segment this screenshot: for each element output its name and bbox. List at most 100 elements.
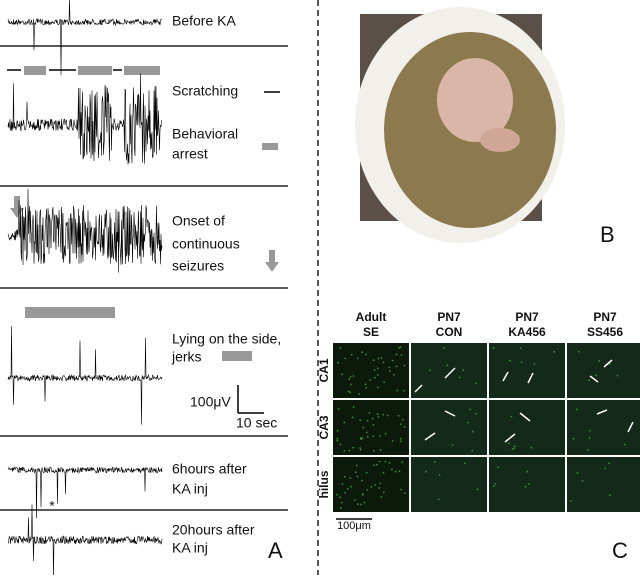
arrow xyxy=(527,372,534,384)
cell-dot xyxy=(366,419,369,422)
micrograph xyxy=(333,400,409,455)
cell-dot xyxy=(380,357,383,359)
trace-label: Lying on the side, xyxy=(172,331,281,347)
cell-dot xyxy=(471,430,474,433)
cell-dot xyxy=(398,470,401,472)
cell-dot xyxy=(373,376,376,379)
cell-dot xyxy=(377,416,380,418)
cell-dot xyxy=(382,491,385,494)
arrow xyxy=(424,432,436,441)
arrow xyxy=(444,367,456,379)
cell-dot xyxy=(376,386,379,389)
cell-dot xyxy=(382,471,385,474)
cell-dot xyxy=(368,411,371,414)
cell-dot xyxy=(347,390,350,393)
cell-dot xyxy=(424,470,427,473)
cell-dot xyxy=(393,373,395,376)
cell-dot xyxy=(372,435,375,438)
cell-dot xyxy=(343,421,346,424)
arrest-bar xyxy=(24,66,46,75)
column-header: PN7 xyxy=(593,310,617,324)
trace-label: KA inj xyxy=(172,540,208,556)
micrograph xyxy=(411,343,487,398)
cell-dot xyxy=(341,483,344,486)
photo xyxy=(355,7,565,243)
trace-label: 20hours after xyxy=(172,522,255,538)
cell-dot xyxy=(608,462,610,465)
cell-dot xyxy=(598,360,601,362)
cell-dot xyxy=(373,464,375,467)
legend-bar xyxy=(262,143,278,150)
trace-label: Before KA xyxy=(172,13,236,29)
cell-dot xyxy=(533,363,536,365)
cell-dot xyxy=(433,460,436,463)
cell-dot xyxy=(508,442,510,445)
cell-dot xyxy=(388,366,391,369)
cell-dot xyxy=(352,446,354,449)
cell-dot xyxy=(340,507,342,509)
cell-dot xyxy=(336,429,339,432)
cell-dot xyxy=(458,376,461,379)
cell-dot xyxy=(379,449,382,451)
marker: * xyxy=(49,498,55,514)
arrest-bar xyxy=(124,66,160,75)
eeg-trace xyxy=(7,504,163,578)
trace-label: jerks xyxy=(171,349,202,365)
cell-dot xyxy=(365,353,368,356)
cell-dot xyxy=(384,432,387,435)
cell-dot xyxy=(608,363,611,365)
cell-dot xyxy=(520,361,523,363)
cell-dot xyxy=(358,392,360,395)
arrow xyxy=(627,421,634,433)
cell-dot xyxy=(399,423,402,426)
cell-dot xyxy=(400,440,402,443)
arrow xyxy=(414,384,423,393)
cell-dot xyxy=(467,421,469,424)
cell-dot xyxy=(339,443,342,446)
row-label: hilus xyxy=(317,470,331,498)
cell-dot xyxy=(437,498,440,501)
cell-dot xyxy=(343,450,346,452)
cell-dot xyxy=(369,378,372,381)
cell-dot xyxy=(376,463,378,466)
arrest-bar xyxy=(78,66,112,75)
cell-dot xyxy=(359,437,362,439)
column-header: PN7 xyxy=(515,310,539,324)
cell-dot xyxy=(340,501,343,504)
cell-dot xyxy=(609,494,611,496)
cell-dot xyxy=(388,370,391,372)
legend-arrow xyxy=(265,250,279,272)
cell-dot xyxy=(576,472,579,475)
micrograph xyxy=(333,343,409,398)
column-header: KA456 xyxy=(508,325,546,339)
cell-dot xyxy=(513,447,516,450)
cell-dot xyxy=(524,485,527,488)
cell-dot xyxy=(350,485,353,488)
micrograph xyxy=(411,457,487,512)
cell-dot xyxy=(365,471,368,474)
cell-dot xyxy=(356,357,359,360)
cell-dot xyxy=(371,417,374,420)
cell-dot xyxy=(469,408,472,411)
cell-dot xyxy=(395,365,398,368)
cell-dot xyxy=(497,466,499,469)
animal xyxy=(437,58,513,142)
cell-dot xyxy=(336,439,339,442)
cell-dot xyxy=(581,479,584,482)
cell-dot xyxy=(397,414,400,417)
cell-dot xyxy=(339,496,342,499)
micrograph xyxy=(489,343,565,398)
cell-dot xyxy=(337,408,340,410)
legend-bar xyxy=(222,351,252,361)
cell-dot xyxy=(359,419,362,422)
column-header: PN7 xyxy=(437,310,461,324)
column-header: SS456 xyxy=(587,325,623,339)
cell-dot xyxy=(588,437,591,440)
cell-dot xyxy=(363,501,366,504)
cell-dot xyxy=(403,389,405,392)
micrograph xyxy=(333,457,409,512)
cell-dot xyxy=(361,479,363,482)
cell-dot xyxy=(349,375,352,378)
cell-dot xyxy=(400,354,403,356)
cell-dot xyxy=(386,414,389,417)
